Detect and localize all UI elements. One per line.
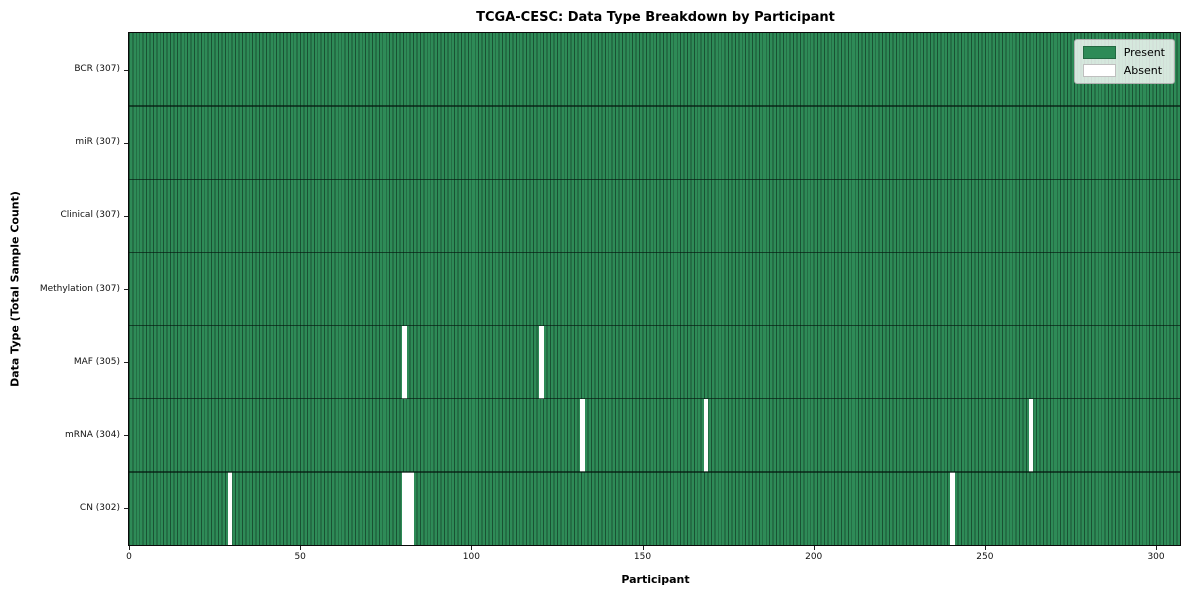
y-tick-mark bbox=[124, 69, 128, 71]
x-tick-mark bbox=[813, 546, 815, 550]
x-tick-mark bbox=[984, 546, 986, 550]
y-tick-label-miR: miR (307) bbox=[75, 137, 120, 148]
y-tick-label-Methylation: Methylation (307) bbox=[39, 283, 120, 294]
y-tick-mark bbox=[124, 289, 128, 290]
y-tick-label-MAF: MAF (305) bbox=[73, 356, 120, 367]
absent-cell-MAF-80 bbox=[402, 325, 407, 399]
absent-cell-CN-240 bbox=[950, 471, 955, 545]
x-tick-label-50: 50 bbox=[294, 552, 306, 562]
legend-swatch-present bbox=[1082, 46, 1116, 59]
row-boundary-line bbox=[129, 178, 1180, 180]
absent-cell-mRNA-168 bbox=[703, 398, 709, 472]
legend-label: Absent bbox=[1123, 64, 1163, 77]
x-tick-label-200: 200 bbox=[805, 552, 823, 562]
row-boundary-line bbox=[129, 471, 1180, 473]
legend-swatch-absent bbox=[1082, 64, 1116, 77]
y-tick-label-mRNA: mRNA (304) bbox=[65, 429, 120, 440]
y-tick-mark bbox=[124, 142, 128, 144]
x-tick-label-0: 0 bbox=[126, 552, 132, 562]
y-tick-label-Clinical: Clinical (307) bbox=[60, 210, 120, 221]
y-tick-label-CN: CN (302) bbox=[79, 502, 120, 513]
legend-entry-absent: Absent bbox=[1082, 64, 1165, 77]
legend: Present Absent bbox=[1073, 39, 1175, 84]
absent-cell-mRNA-132 bbox=[580, 398, 585, 472]
legend-entry-present: Present bbox=[1082, 46, 1165, 59]
x-tick-label-100: 100 bbox=[462, 552, 480, 562]
y-tick-mark bbox=[124, 362, 128, 364]
absent-cell-CN-80 bbox=[402, 471, 407, 545]
legend-label: Present bbox=[1123, 46, 1165, 59]
x-axis-label: Participant bbox=[621, 573, 690, 586]
chart-title: TCGA-CESC: Data Type Breakdown by Partic… bbox=[476, 10, 835, 25]
x-tick-mark bbox=[642, 546, 644, 550]
x-tick-mark bbox=[471, 546, 473, 550]
absent-cell-mRNA-263 bbox=[1028, 398, 1034, 472]
absent-cell-CN-29 bbox=[227, 471, 233, 545]
absent-cell-CN-82 bbox=[409, 471, 414, 545]
x-tick-label-250: 250 bbox=[976, 552, 994, 562]
row-boundary-line bbox=[129, 251, 1180, 254]
row-boundary-line bbox=[129, 324, 1180, 327]
x-tick-label-150: 150 bbox=[633, 552, 652, 562]
absent-cell-MAF-120 bbox=[539, 325, 544, 399]
x-tick-label-300: 300 bbox=[1147, 552, 1165, 562]
absent-cell-CN-81 bbox=[405, 471, 411, 545]
y-tick-mark bbox=[124, 508, 128, 510]
row-boundary-line bbox=[129, 105, 1180, 107]
x-tick-mark bbox=[1156, 546, 1158, 550]
row-boundary-line bbox=[129, 398, 1180, 400]
y-tick-mark bbox=[124, 215, 128, 217]
x-tick-mark bbox=[129, 546, 130, 550]
plot-area: Present Absent bbox=[128, 32, 1181, 546]
y-tick-mark bbox=[124, 435, 128, 437]
y-tick-label-BCR: BCR (307) bbox=[74, 64, 120, 75]
x-tick-mark bbox=[300, 546, 302, 550]
